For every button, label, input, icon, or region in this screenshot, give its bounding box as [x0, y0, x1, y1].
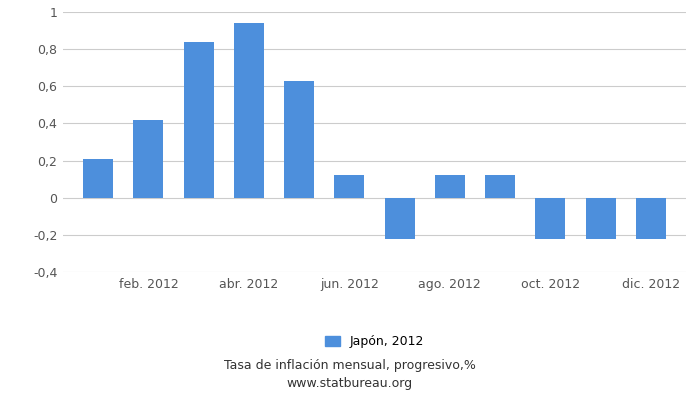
Bar [133, 120, 164, 198]
Bar [384, 198, 414, 238]
Bar [636, 198, 666, 238]
Bar [183, 42, 214, 198]
Bar [536, 198, 566, 238]
Bar [284, 81, 314, 198]
Bar [83, 159, 113, 198]
Text: www.statbureau.org: www.statbureau.org [287, 378, 413, 390]
Bar [585, 198, 616, 238]
Bar [435, 176, 465, 198]
Text: Tasa de inflación mensual, progresivo,%: Tasa de inflación mensual, progresivo,% [224, 360, 476, 372]
Bar [234, 23, 264, 198]
Legend: Japón, 2012: Japón, 2012 [325, 336, 424, 348]
Bar [485, 176, 515, 198]
Bar [335, 176, 365, 198]
